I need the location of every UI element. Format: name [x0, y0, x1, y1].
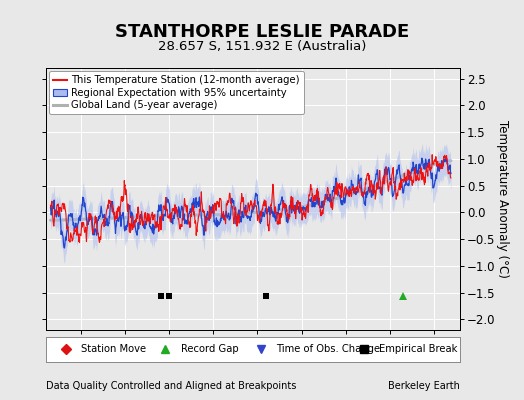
- Legend: This Temperature Station (12-month average), Regional Expectation with 95% uncer: This Temperature Station (12-month avera…: [49, 71, 303, 114]
- Text: Station Move: Station Move: [81, 344, 146, 354]
- Text: Empirical Break: Empirical Break: [379, 344, 458, 354]
- Text: Record Gap: Record Gap: [181, 344, 238, 354]
- Text: 28.657 S, 151.932 E (Australia): 28.657 S, 151.932 E (Australia): [158, 40, 366, 53]
- Y-axis label: Temperature Anomaly (°C): Temperature Anomaly (°C): [496, 120, 509, 278]
- Text: Data Quality Controlled and Aligned at Breakpoints: Data Quality Controlled and Aligned at B…: [46, 381, 297, 391]
- Text: Time of Obs. Change: Time of Obs. Change: [276, 344, 380, 354]
- Text: STANTHORPE LESLIE PARADE: STANTHORPE LESLIE PARADE: [115, 23, 409, 41]
- Text: Berkeley Earth: Berkeley Earth: [388, 381, 460, 391]
